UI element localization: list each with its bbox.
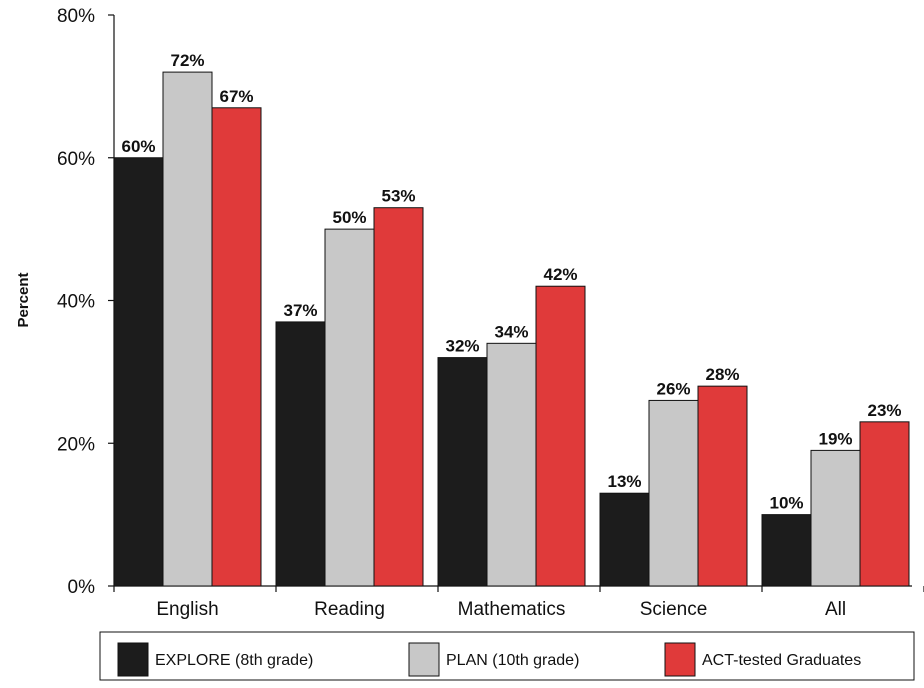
legend-swatch xyxy=(408,642,440,677)
data-label: 26% xyxy=(656,379,690,398)
data-label: 32% xyxy=(445,337,479,356)
legend-label: EXPLORE (8th grade) xyxy=(155,652,313,669)
legend: EXPLORE (8th grade) PLAN (10th grade) ACT-… xyxy=(99,631,915,681)
data-label: 13% xyxy=(607,472,641,491)
bar-reading-2 xyxy=(373,207,424,587)
data-label: 53% xyxy=(381,187,415,206)
data-label: 50% xyxy=(332,208,366,227)
data-label: 23% xyxy=(867,401,901,420)
axes: 0% 20% 40% 60% 80% English Reading Mathematics S… xyxy=(57,6,924,620)
y-tick-label: 40% xyxy=(57,292,95,313)
data-label: 19% xyxy=(818,429,852,448)
bar-mathematics-2 xyxy=(535,285,586,587)
y-tick-label: 20% xyxy=(57,434,95,455)
legend-label: ACT-tested Graduates xyxy=(702,652,861,669)
y-tick-label: 80% xyxy=(57,6,95,27)
bar-all-1 xyxy=(810,449,861,587)
x-category-label: Reading xyxy=(314,599,385,620)
x-category-label: Mathematics xyxy=(458,599,566,620)
data-label: 37% xyxy=(283,301,317,320)
x-category-label: All xyxy=(825,599,846,620)
data-label: 60% xyxy=(121,137,155,156)
data-label: 10% xyxy=(769,494,803,513)
x-category-label: English xyxy=(156,599,218,620)
bar-english-2 xyxy=(211,107,262,587)
legend-swatch xyxy=(117,642,149,677)
bar-reading-1 xyxy=(324,228,375,587)
data-label: 67% xyxy=(219,87,253,106)
data-label: 34% xyxy=(494,322,528,341)
data-label: 42% xyxy=(543,265,577,284)
data-labels: 60% 72% 67% 37% 50% 53% 32% 34% 42% 13% 26% 28% 10% 1… xyxy=(121,51,901,513)
bar-english-1 xyxy=(162,71,213,587)
legend-label: PLAN (10th grade) xyxy=(446,652,579,669)
bar-english-0 xyxy=(113,157,164,587)
y-axis-label: Percent xyxy=(15,272,32,327)
bar-science-0 xyxy=(599,492,650,587)
y-tick-label: 0% xyxy=(68,577,96,598)
bar-mathematics-1 xyxy=(486,342,537,587)
bar-all-0 xyxy=(761,514,812,587)
legend-swatch xyxy=(664,642,696,677)
y-tick-label: 60% xyxy=(57,149,95,170)
data-label: 28% xyxy=(705,365,739,384)
bar-science-1 xyxy=(648,399,699,587)
bar-science-2 xyxy=(697,385,748,587)
legend-box xyxy=(99,631,915,681)
bars xyxy=(113,71,910,587)
bar-mathematics-0 xyxy=(437,357,488,587)
bar-all-2 xyxy=(859,421,910,587)
x-category-label: Science xyxy=(640,599,708,620)
bar-reading-0 xyxy=(275,321,326,587)
data-label: 72% xyxy=(170,51,204,70)
